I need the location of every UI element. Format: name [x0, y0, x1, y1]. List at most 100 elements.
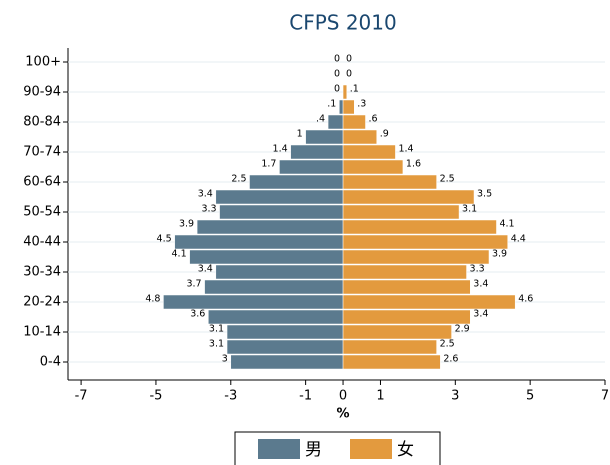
- value-label: 4.5: [157, 234, 172, 245]
- bar: [342, 159, 404, 175]
- x-tick-label: 1: [376, 389, 384, 404]
- value-label: 1: [297, 129, 303, 140]
- x-tick-label: 5: [526, 389, 534, 404]
- x-tick-label: -5: [149, 389, 162, 404]
- bar: [230, 354, 344, 370]
- value-label: .6: [369, 114, 378, 125]
- y-tick-label: 100+: [25, 55, 61, 70]
- x-tick-label: 3: [451, 389, 459, 404]
- value-label: 0: [334, 84, 340, 95]
- value-label: 3.1: [209, 339, 224, 350]
- bar: [342, 249, 490, 265]
- value-label: .1: [327, 99, 336, 110]
- bar: [174, 234, 344, 250]
- value-label: 2.6: [443, 354, 458, 365]
- x-tick-label: -1: [299, 389, 312, 404]
- bar: [215, 264, 344, 280]
- value-label: 1.6: [406, 159, 421, 170]
- value-label: 4.1: [172, 249, 187, 260]
- bar: [342, 339, 437, 355]
- bar: [215, 189, 344, 205]
- bar: [342, 114, 366, 130]
- value-label: 3.1: [209, 324, 224, 335]
- bar: [342, 189, 475, 205]
- value-label: 3.7: [186, 279, 201, 290]
- y-tick-label: 20-24: [23, 295, 61, 310]
- x-tick-label: 0: [339, 389, 347, 404]
- bar: [342, 84, 348, 100]
- value-label: 3.4: [473, 309, 488, 320]
- bar: [189, 249, 344, 265]
- x-axis-label: %: [336, 407, 349, 422]
- value-label: 4.6: [518, 294, 533, 305]
- x-tick-label: 7: [601, 389, 609, 404]
- legend-label: 男: [305, 440, 322, 460]
- value-label: 4.8: [145, 294, 160, 305]
- bar: [208, 309, 344, 325]
- value-label: 2.5: [440, 339, 455, 350]
- bar: [342, 264, 467, 280]
- bar: [339, 99, 344, 115]
- value-label: 4.1: [499, 219, 514, 230]
- bar: [249, 174, 344, 190]
- value-label: 3.4: [473, 279, 488, 290]
- bar: [204, 279, 344, 295]
- value-label: 3.4: [198, 189, 213, 200]
- bar: [196, 219, 344, 235]
- bar: [342, 144, 396, 160]
- bar: [226, 324, 344, 340]
- value-label: 1.7: [261, 159, 276, 170]
- bar: [342, 354, 441, 370]
- bar: [342, 294, 516, 310]
- bar: [342, 219, 497, 235]
- bar: [342, 99, 355, 115]
- bar: [219, 204, 344, 220]
- bar: [226, 339, 344, 355]
- value-label: .3: [357, 99, 366, 110]
- chart-title: CFPS 2010: [289, 11, 396, 35]
- bar: [163, 294, 344, 310]
- value-label: 2.5: [440, 174, 455, 185]
- value-label: .4: [316, 114, 325, 125]
- y-tick-label: 80-84: [23, 115, 61, 130]
- y-tick-label: 10-14: [23, 325, 61, 340]
- legend-swatch: [350, 439, 392, 459]
- value-label: 3.1: [462, 204, 477, 215]
- bar: [290, 144, 344, 160]
- y-tick-label: 90-94: [23, 85, 61, 100]
- value-label: 2.9: [455, 324, 470, 335]
- value-label: 3.3: [201, 204, 216, 215]
- y-tick-label: 60-64: [23, 175, 61, 190]
- value-label: 0: [346, 69, 352, 80]
- y-tick-label: 50-54: [23, 205, 61, 220]
- x-tick-label: -7: [75, 389, 88, 404]
- value-label: 0: [334, 54, 340, 65]
- bar: [342, 309, 471, 325]
- x-tick-label: -3: [224, 389, 237, 404]
- value-label: 0: [346, 54, 352, 65]
- legend-label: 女: [397, 440, 414, 460]
- value-label: .1: [350, 84, 359, 95]
- bar: [279, 159, 344, 175]
- value-label: 4.4: [511, 234, 526, 245]
- value-label: 3.3: [470, 264, 485, 275]
- bar: [342, 234, 508, 250]
- value-label: 3.9: [179, 219, 194, 230]
- y-tick-label: 0-4: [40, 355, 61, 370]
- y-tick-label: 30-34: [23, 265, 61, 280]
- value-label: 3.6: [190, 309, 205, 320]
- value-label: .9: [380, 129, 389, 140]
- bar: [342, 204, 460, 220]
- value-label: 3: [222, 354, 228, 365]
- value-label: 0: [334, 69, 340, 80]
- value-label: 1.4: [398, 144, 413, 155]
- value-label: 2.5: [231, 174, 246, 185]
- bar: [342, 174, 437, 190]
- bar: [305, 129, 344, 145]
- y-tick-label: 70-74: [23, 145, 61, 160]
- bar: [342, 324, 452, 340]
- value-label: 1.4: [273, 144, 288, 155]
- legend-swatch: [258, 439, 300, 459]
- y-tick-label: 40-44: [23, 235, 61, 250]
